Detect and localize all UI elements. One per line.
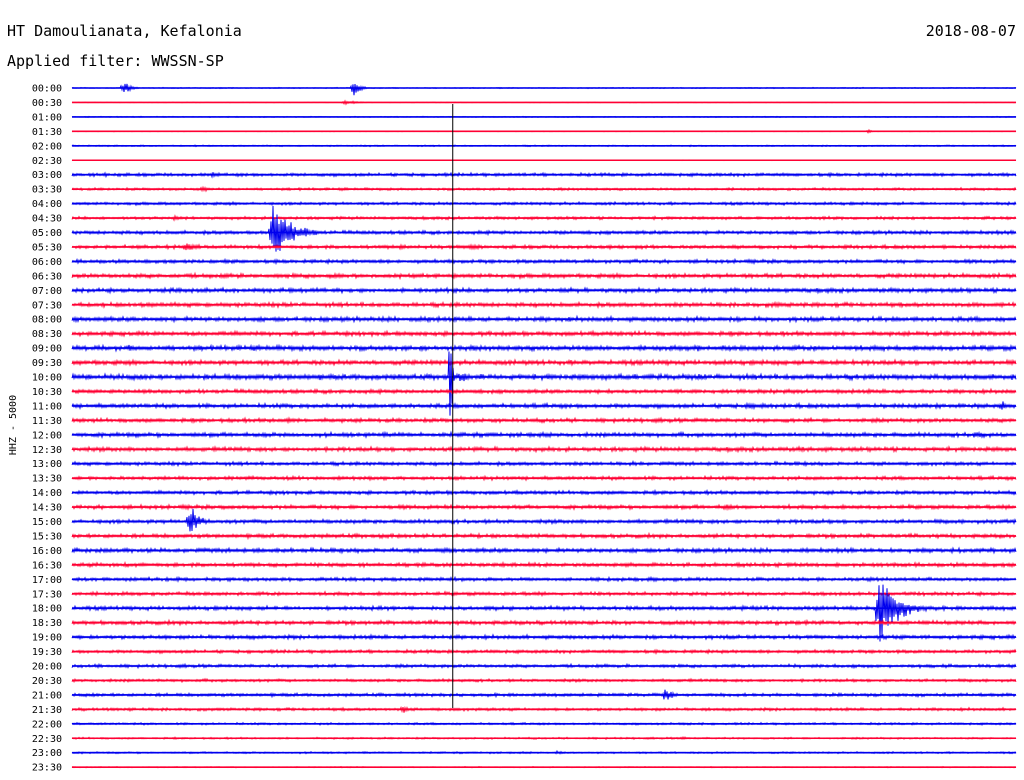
tick-label: 21:00	[32, 690, 62, 701]
tick-label: 15:30	[32, 531, 62, 542]
tick-label: 12:30	[32, 445, 62, 456]
tick-label: 07:30	[32, 300, 62, 311]
tick-label: 17:30	[32, 589, 62, 600]
trace-row	[71, 508, 1017, 532]
tick-label: 15:00	[32, 517, 62, 528]
station-title: HT Damoulianata, Kefalonia	[7, 22, 242, 40]
tick-label: 09:00	[32, 344, 62, 355]
tick-label: 22:00	[32, 719, 62, 730]
date-label: 2018-08-07	[926, 22, 1016, 40]
tick-label: 11:00	[32, 401, 62, 412]
trace-row	[71, 205, 1017, 252]
tick-label: 03:00	[32, 170, 62, 181]
tick-label: 06:30	[32, 271, 62, 282]
tick-label: 04:00	[32, 199, 62, 210]
tick-label: 06:00	[32, 257, 62, 268]
tick-label: 05:00	[32, 228, 62, 239]
tick-label: 19:00	[32, 633, 62, 644]
trace-row	[71, 83, 1017, 96]
tick-label: 10:00	[32, 373, 62, 384]
tick-label: 18:00	[32, 604, 62, 615]
tick-label: 08:30	[32, 329, 62, 340]
tick-label: 02:00	[32, 141, 62, 152]
tick-label: 18:30	[32, 618, 62, 629]
tick-label: 23:00	[32, 748, 62, 759]
tick-label: 07:00	[32, 286, 62, 297]
tick-label: 16:00	[32, 546, 62, 557]
y-axis-label: HHZ - 5000	[8, 395, 19, 455]
tick-label: 12:00	[32, 430, 62, 441]
tick-label: 13:30	[32, 474, 62, 485]
filter-label: Applied filter: WWSSN-SP	[7, 52, 224, 70]
tick-label: 00:30	[32, 98, 62, 109]
tick-label: 08:00	[32, 315, 62, 326]
time-tick-labels: 00:00 00:30 01:00 01:30 02:00 02:30 03:00 03:30…	[32, 84, 62, 774]
tick-label: 03:30	[32, 185, 62, 196]
tick-label: 02:30	[32, 156, 62, 167]
tick-label: 22:30	[32, 734, 62, 745]
tick-label: 13:00	[32, 459, 62, 470]
tick-label: 20:30	[32, 676, 62, 687]
seismic-traces	[71, 83, 1017, 769]
tick-label: 10:30	[32, 387, 62, 398]
tick-label: 04:30	[32, 214, 62, 225]
tick-label: 00:00	[32, 84, 62, 95]
tick-label: 17:00	[32, 575, 62, 586]
tick-label: 01:30	[32, 127, 62, 138]
tick-label: 14:00	[32, 488, 62, 499]
tick-label: 23:30	[32, 763, 62, 774]
tick-label: 19:30	[32, 647, 62, 658]
tick-label: 11:30	[32, 416, 62, 427]
tick-label: 14:30	[32, 503, 62, 514]
tick-label: 05:30	[32, 242, 62, 253]
tick-label: 21:30	[32, 705, 62, 716]
tick-label: 16:30	[32, 560, 62, 571]
tick-label: 20:00	[32, 662, 62, 673]
tick-label: 01:00	[32, 112, 62, 123]
tick-label: 09:30	[32, 358, 62, 369]
